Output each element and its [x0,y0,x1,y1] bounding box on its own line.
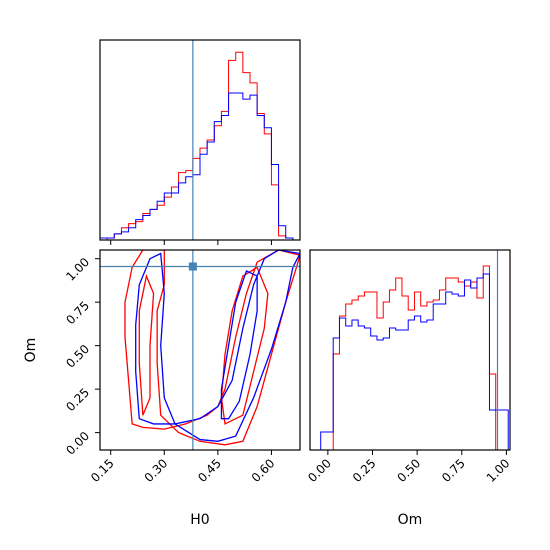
y-axis-label-om: Om [23,338,39,363]
contour-blue-outer [135,250,300,442]
truth-marker [188,262,197,271]
x-axis-label-om: Om [398,512,423,528]
om-marginal-x-tick-label: 0.75 [439,456,468,485]
joint-y-tick-label: 1.00 [63,255,92,284]
joint-y-tick-label: 0.25 [63,385,92,414]
h0-marginal-frame [99,39,301,241]
joint-x-tick-label: 0.60 [249,456,278,485]
hist-series-red [320,265,509,450]
om-marginal-x-tick-label: 0.50 [394,456,423,485]
om-marginal-x-tick-label: 1.00 [484,456,513,485]
joint-y-tick-label: 0.00 [63,429,92,458]
hist-series-red [100,51,300,240]
om-marginal-panel: 0.00 0.25 0.50 0.75 1.00 [305,249,513,485]
om-marginal-x-tick-label: 0.25 [350,456,379,485]
contour-red-inner [220,266,269,425]
joint-x-tick-label: 0.45 [195,456,224,485]
joint-x-tick-label: 0.30 [142,456,171,485]
contour-red-outer [124,250,300,446]
contour-blue-inner [220,269,258,420]
h0-om-joint-panel: 0.15 0.30 0.45 0.60 0.00 0.25 0.50 0.75 1.00 [63,249,301,485]
h0-marginal-panel [99,39,301,245]
joint-x-tick-label: 0.15 [88,456,117,485]
hist-series-blue [320,273,509,450]
joint-frame [99,249,301,451]
joint-y-tick-label: 0.50 [63,342,92,371]
om-marginal-frame [309,249,511,451]
contour-red-inner [138,273,155,416]
om-marginal-x-tick-label: 0.00 [305,456,334,485]
hist-series-blue [100,92,300,240]
joint-y-tick-label: 0.75 [63,298,92,327]
x-axis-label-h0: H0 [190,512,209,528]
